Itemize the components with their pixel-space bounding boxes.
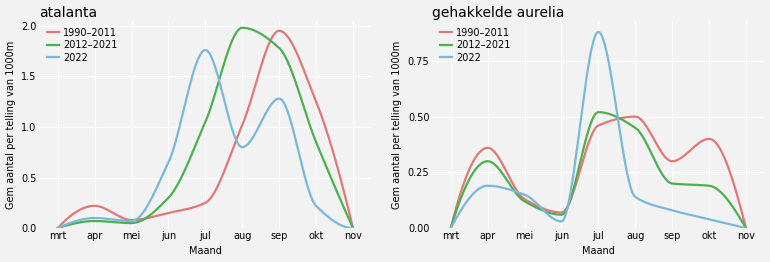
Y-axis label: Gem aantal per telling van 1000m: Gem aantal per telling van 1000m (5, 40, 15, 209)
X-axis label: Maand: Maand (189, 247, 222, 256)
Y-axis label: Gem aantal per telling van 1000m: Gem aantal per telling van 1000m (392, 40, 402, 209)
Legend: 1990–2011, 2012–2021, 2022: 1990–2011, 2012–2021, 2022 (440, 28, 511, 63)
X-axis label: Maand: Maand (582, 247, 614, 256)
Text: gehakkelde aurelia: gehakkelde aurelia (432, 6, 564, 20)
Text: atalanta: atalanta (39, 6, 97, 20)
Legend: 1990–2011, 2012–2021, 2022: 1990–2011, 2012–2021, 2022 (48, 28, 117, 63)
